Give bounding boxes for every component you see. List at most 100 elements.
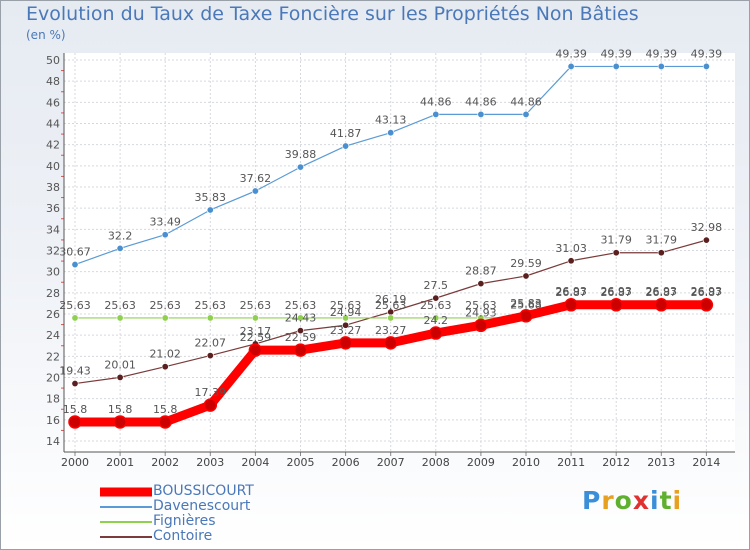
y-tick-label: 20 (46, 372, 60, 385)
data-label-boussicourt: 15.8 (108, 403, 133, 416)
data-point-contoire (522, 272, 530, 280)
y-tick-label: 46 (46, 96, 60, 109)
y-tick-label: 16 (46, 414, 60, 427)
data-label-contoire: 29.59 (510, 257, 542, 270)
y-tick-label: 36 (46, 202, 60, 215)
y-tick-label: 18 (46, 393, 60, 406)
logo-letter: x (632, 486, 650, 515)
legend-label-contoire: Contoire (153, 528, 213, 544)
x-tick-label: 2003 (196, 456, 224, 469)
data-label-davenescourt: 41.87 (330, 127, 362, 140)
x-tick-label: 2009 (467, 456, 495, 469)
data-point-contoire (116, 373, 124, 381)
data-label-fignires: 26.93 (691, 285, 723, 298)
data-point-contoire (702, 236, 710, 244)
data-label-boussicourt: 24.93 (465, 306, 497, 319)
y-tick-label: 28 (46, 287, 60, 300)
x-tick-label: 2007 (377, 456, 405, 469)
chart-unit-label: (en %) (26, 28, 66, 42)
y-tick-label: 34 (46, 223, 60, 236)
data-label-boussicourt: 26.87 (555, 286, 587, 299)
y-tick-label: 32 (46, 245, 60, 258)
data-label-contoire: 31.03 (555, 242, 587, 255)
data-point-davenescourt (296, 163, 304, 171)
data-label-contoire: 26.19 (375, 293, 407, 306)
data-label-fignires: 25.63 (240, 299, 272, 312)
data-label-davenescourt: 49.39 (646, 47, 678, 60)
logo-letter: o (614, 486, 633, 515)
logo-letter: i (672, 486, 683, 515)
data-label-contoire: 20.01 (104, 358, 136, 371)
data-point-contoire (161, 363, 169, 371)
data-label-boussicourt: 24.2 (424, 314, 449, 327)
data-point-davenescourt (342, 142, 350, 150)
data-point-boussicourt (203, 398, 218, 412)
data-label-contoire: 22.07 (195, 337, 227, 350)
data-label-boussicourt: 15.8 (63, 403, 88, 416)
x-tick-label: 2004 (241, 456, 269, 469)
data-label-fignires: 26.93 (646, 285, 678, 298)
data-point-contoire (342, 321, 350, 329)
x-tick-label: 2013 (647, 456, 675, 469)
y-tick-label: 42 (46, 139, 60, 152)
data-point-boussicourt (68, 415, 82, 429)
y-tick-label: 44 (46, 118, 60, 131)
data-label-davenescourt: 39.88 (285, 148, 317, 161)
data-point-boussicourt (293, 343, 308, 357)
data-label-fignires: 25.63 (375, 299, 407, 312)
data-point-davenescourt (161, 231, 169, 239)
data-label-contoire: 28.87 (465, 265, 497, 278)
data-label-davenescourt: 43.13 (375, 114, 407, 127)
data-label-contoire: 27.5 (424, 279, 449, 292)
data-point-boussicourt (429, 326, 443, 340)
data-point-contoire (296, 327, 304, 335)
data-label-fignires: 25.63 (104, 299, 136, 312)
legend-label-fignieres: Fignières (153, 513, 216, 529)
data-point-boussicourt (654, 298, 669, 312)
data-point-boussicourt (609, 298, 623, 312)
data-point-davenescourt (251, 187, 259, 195)
data-label-contoire: 19.43 (59, 365, 91, 378)
logo-letter: P (582, 486, 602, 515)
data-label-boussicourt: 22.59 (285, 331, 317, 344)
data-point-boussicourt (113, 415, 127, 429)
data-point-contoire (432, 294, 440, 302)
data-point-boussicourt (519, 309, 533, 323)
data-point-contoire (206, 352, 214, 360)
data-label-davenescourt: 32.2 (108, 229, 133, 242)
data-point-davenescourt (522, 110, 530, 118)
proxiti-logo: Proxiti (582, 486, 682, 515)
y-tick-label: 26 (46, 308, 60, 321)
data-label-davenescourt: 35.83 (195, 191, 227, 204)
x-tick-label: 2014 (692, 456, 720, 469)
data-label-davenescourt: 33.49 (149, 216, 181, 229)
data-point-fignires (251, 314, 259, 322)
data-label-boussicourt: 26.87 (646, 286, 678, 299)
data-label-davenescourt: 37.62 (240, 172, 272, 185)
data-label-contoire: 21.02 (149, 348, 181, 361)
data-point-boussicourt (474, 318, 488, 333)
logo-letter: r (601, 486, 615, 515)
data-label-fignires: 25.63 (285, 299, 317, 312)
x-tick-label: 2010 (512, 456, 540, 469)
data-label-boussicourt: 25.83 (510, 297, 542, 310)
data-point-davenescourt (432, 110, 440, 118)
y-tick-label: 38 (46, 181, 60, 194)
data-point-boussicourt (248, 343, 263, 357)
x-tick-label: 2002 (151, 456, 179, 469)
data-label-boussicourt: 26.87 (691, 286, 723, 299)
data-label-davenescourt: 44.86 (420, 95, 452, 108)
y-tick-label: 48 (46, 75, 60, 88)
data-label-davenescourt: 44.86 (510, 95, 542, 108)
data-label-davenescourt: 49.39 (691, 47, 723, 60)
x-tick-label: 2005 (287, 456, 315, 469)
data-label-fignires: 26.93 (600, 285, 632, 298)
data-label-davenescourt: 49.39 (555, 47, 587, 60)
data-point-davenescourt (702, 62, 710, 70)
data-point-boussicourt (338, 336, 353, 350)
data-point-contoire (612, 249, 620, 257)
logo-letter: i (650, 486, 660, 515)
legend-label-davenescourt: Davenescourt (153, 498, 251, 514)
logo-letter: t (659, 486, 673, 515)
data-label-contoire: 31.79 (600, 234, 632, 247)
